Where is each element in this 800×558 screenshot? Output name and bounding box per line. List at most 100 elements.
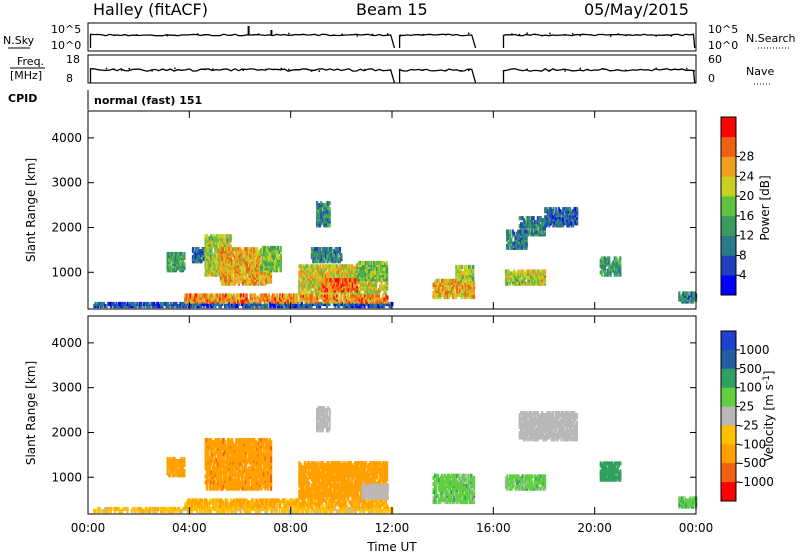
heatmap-cell (338, 295, 340, 299)
heatmap-cell (247, 299, 249, 303)
trace-dot (602, 68, 604, 70)
trace-dot (686, 68, 688, 70)
heatmap-cell (276, 293, 278, 297)
trace-dot (258, 33, 260, 35)
heatmap-cell (507, 246, 509, 250)
heatmap-cell (555, 207, 557, 211)
heatmap-cell (619, 256, 621, 260)
heatmap-cell (183, 469, 185, 473)
freq-tick-top: 18 (66, 53, 80, 66)
power-panel-frame (88, 111, 696, 309)
heatmap-cell (386, 504, 388, 508)
heatmap-cell (273, 293, 275, 297)
y-tick-label: 2000 (51, 220, 82, 234)
trace-dot (656, 35, 658, 37)
heatmap-cell (277, 246, 279, 250)
heatmap-cell (255, 282, 257, 286)
colorbar-tick-label: 20 (739, 189, 754, 203)
heatmap-cell (157, 507, 159, 511)
heatmap-cell (280, 254, 282, 258)
nsky-trace (91, 26, 695, 48)
heatmap-cell (280, 246, 282, 250)
heatmap-cell (169, 262, 171, 266)
heatmap-cell (346, 504, 348, 508)
heatmap-cell (270, 278, 272, 282)
colorbar-tick-label: 24 (739, 169, 754, 183)
trace-dot (205, 34, 207, 36)
heatmap-cell (268, 293, 270, 297)
heatmap-cell (509, 234, 511, 238)
heatmap-cell (576, 219, 578, 223)
trace-dot (587, 69, 589, 71)
freq-tick-bottom: 8 (66, 72, 73, 85)
heatmap-cell (253, 498, 255, 502)
heatmap-cell (534, 269, 536, 273)
heatmap-cell (472, 273, 474, 277)
heatmap-cell (223, 234, 225, 238)
heatmap-cell (608, 256, 610, 260)
trace-dot (136, 34, 138, 36)
heatmap-cell (472, 277, 474, 281)
nsearch-tick-bottom: 10^0 (708, 39, 738, 52)
trace-dot (106, 68, 108, 70)
colorbar-segment (721, 137, 736, 157)
velocity-heatmap-cells (93, 406, 697, 513)
trace-dot (129, 68, 131, 70)
heatmap-cell (469, 265, 471, 269)
colorbar-tick-label: 8 (739, 248, 747, 262)
trace-dot (671, 35, 673, 37)
trace-dot (205, 69, 207, 71)
nsky-panel-frame (88, 23, 696, 51)
heatmap-cell (183, 256, 185, 260)
heatmap-cell (127, 507, 129, 511)
heatmap-cell (329, 201, 331, 205)
heatmap-cell (319, 247, 321, 251)
trace-dot (526, 69, 528, 71)
heatmap-cell (329, 207, 331, 211)
heatmap-cell (220, 476, 222, 480)
heatmap-cell (453, 289, 455, 293)
y-tick-label: 4000 (51, 131, 82, 145)
heatmap-cell (473, 291, 475, 295)
heatmap-cell (280, 266, 282, 270)
trace-dot (625, 35, 627, 37)
heatmap-cell (340, 253, 342, 257)
trace-dot (610, 35, 612, 37)
trace-dot (113, 34, 115, 36)
colorbar-segment (721, 255, 736, 275)
heatmap-cell (526, 230, 528, 234)
heatmap-cell (461, 265, 463, 269)
nave-tick-bottom: 0 (708, 72, 715, 85)
heatmap-cell (455, 265, 457, 269)
trace-dot (311, 70, 313, 72)
heatmap-cell (183, 252, 185, 256)
trace-dot (511, 33, 512, 35)
heatmap-cell (278, 509, 280, 513)
heatmap-cell (552, 207, 554, 211)
heatmap-cell (608, 261, 610, 265)
heatmap-cell (95, 509, 97, 513)
cpid-label: CPID (8, 92, 37, 105)
trace-dot (197, 33, 199, 35)
beam-title: Beam 15 (356, 0, 428, 19)
trace-dot (542, 35, 544, 37)
colorbar-segment (721, 216, 736, 236)
trace-dot (580, 35, 582, 37)
heatmap-cell (509, 230, 511, 234)
heatmap-cell (619, 271, 621, 275)
heatmap-cell (617, 273, 619, 277)
heatmap-cell (619, 261, 621, 265)
heatmap-cell (340, 297, 342, 301)
power-heatmap-cells (93, 201, 697, 308)
trace-dot (273, 69, 275, 71)
heatmap-cell (386, 295, 388, 299)
heatmap-cell (183, 457, 185, 461)
nsearch-tick-top: 10^5 (708, 23, 738, 36)
trace-line (504, 34, 695, 48)
heatmap-cell (569, 207, 571, 211)
heatmap-cell (358, 504, 360, 508)
trace-dot (422, 34, 424, 36)
trace-dot (319, 70, 321, 72)
trace-dot (341, 34, 343, 36)
